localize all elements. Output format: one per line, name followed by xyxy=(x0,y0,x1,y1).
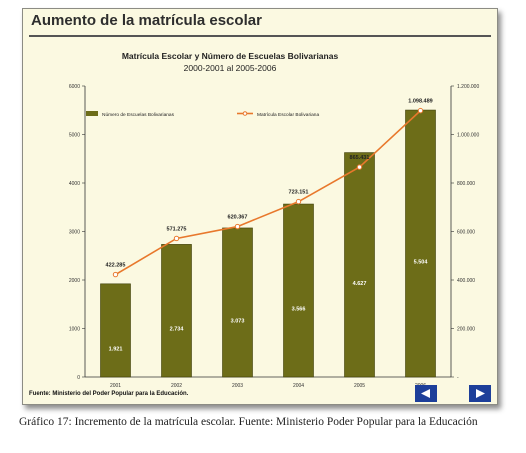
bar xyxy=(161,244,192,378)
bar-value-label: 3.566 xyxy=(292,307,306,313)
left-tick-label: 0 xyxy=(77,375,80,381)
bar xyxy=(405,109,436,378)
chart-title: Matrícula Escolar y Número de Escuelas B… xyxy=(122,51,339,61)
right-tick-label: 800.000 xyxy=(457,181,475,187)
bar xyxy=(283,203,314,378)
line-value-label: 571.275 xyxy=(167,226,187,232)
previous-button[interactable] xyxy=(415,385,437,402)
line-value-label: 620.367 xyxy=(228,215,248,221)
line-value-label: 865.431 xyxy=(350,155,370,161)
bar-value-label: 2.734 xyxy=(170,327,185,333)
line-value-label: 723.151 xyxy=(289,190,309,196)
right-tick-label: 1.000.000 xyxy=(457,133,479,139)
right-tick-label: - xyxy=(457,375,459,381)
next-button[interactable] xyxy=(469,385,491,402)
line-point xyxy=(356,164,363,170)
series-line xyxy=(115,110,422,276)
figure-caption: Gráfico 17: Incremento de la matrícula e… xyxy=(19,416,478,428)
line-point xyxy=(295,198,302,205)
bar xyxy=(100,283,131,378)
panel-header: Aumento de la matrícula escolar xyxy=(31,12,262,29)
left-tick-label: 2000 xyxy=(69,278,80,284)
line-point xyxy=(234,223,241,230)
line-point xyxy=(173,235,180,242)
bar xyxy=(222,227,253,378)
bar xyxy=(344,152,375,378)
right-tick-label: 400.000 xyxy=(457,278,475,284)
left-tick-label: 3000 xyxy=(69,230,80,236)
bar-value-label: 3.073 xyxy=(231,318,245,324)
line-series: 422.285 571.275 620.367 723.151 865.431 1.098… xyxy=(106,99,433,278)
legend: Número de Escuelas Bolivarianas Matrícul… xyxy=(86,111,319,118)
legend-bar-label: Número de Escuelas Bolivarianas xyxy=(102,112,175,118)
arrow-right-icon xyxy=(470,386,490,401)
line-point xyxy=(112,271,119,278)
x-tick-label: 2005 xyxy=(354,383,365,387)
legend-bar-swatch xyxy=(86,111,98,116)
header-divider xyxy=(29,35,491,37)
x-tick-label: 2004 xyxy=(293,383,304,387)
right-tick-label: 200.000 xyxy=(457,327,475,333)
arrow-left-icon xyxy=(416,386,436,401)
x-tick-label: 2002 xyxy=(171,383,182,387)
bar-value-label: 1.921 xyxy=(109,346,123,352)
right-tick-label: 600.000 xyxy=(457,230,475,236)
line-point xyxy=(417,107,424,114)
legend-line-marker xyxy=(242,111,248,116)
legend-line-label: Matrícula Escolar Bolivariana xyxy=(257,112,319,118)
left-tick-label: 6000 xyxy=(69,84,80,90)
line-value-label: 422.285 xyxy=(106,263,126,269)
combo-chart: Matrícula Escolar y Número de Escuelas B… xyxy=(69,51,480,387)
chart-subtitle: 2000-2001 al 2005-2006 xyxy=(184,63,277,73)
left-tick-label: 4000 xyxy=(69,181,80,187)
x-tick-label: 2001 xyxy=(110,383,121,387)
bar-value-label: 4.627 xyxy=(353,281,367,287)
right-tick-label: 1.200.000 xyxy=(457,84,479,90)
bar-value-label: 5.504 xyxy=(414,260,429,266)
x-tick-label: 2003 xyxy=(232,383,243,387)
line-value-label: 1.098.489 xyxy=(408,99,432,105)
left-tick-label: 1000 xyxy=(69,327,80,333)
source-note: Fuente: Ministerio del Poder Popular par… xyxy=(29,391,189,397)
left-tick-label: 5000 xyxy=(69,133,80,139)
bar-series: 1.921 2.734 3.073 3.566 4.627 5.504 xyxy=(100,109,436,378)
chart-panel: Aumento de la matrícula escolar Matrícul… xyxy=(22,8,498,405)
